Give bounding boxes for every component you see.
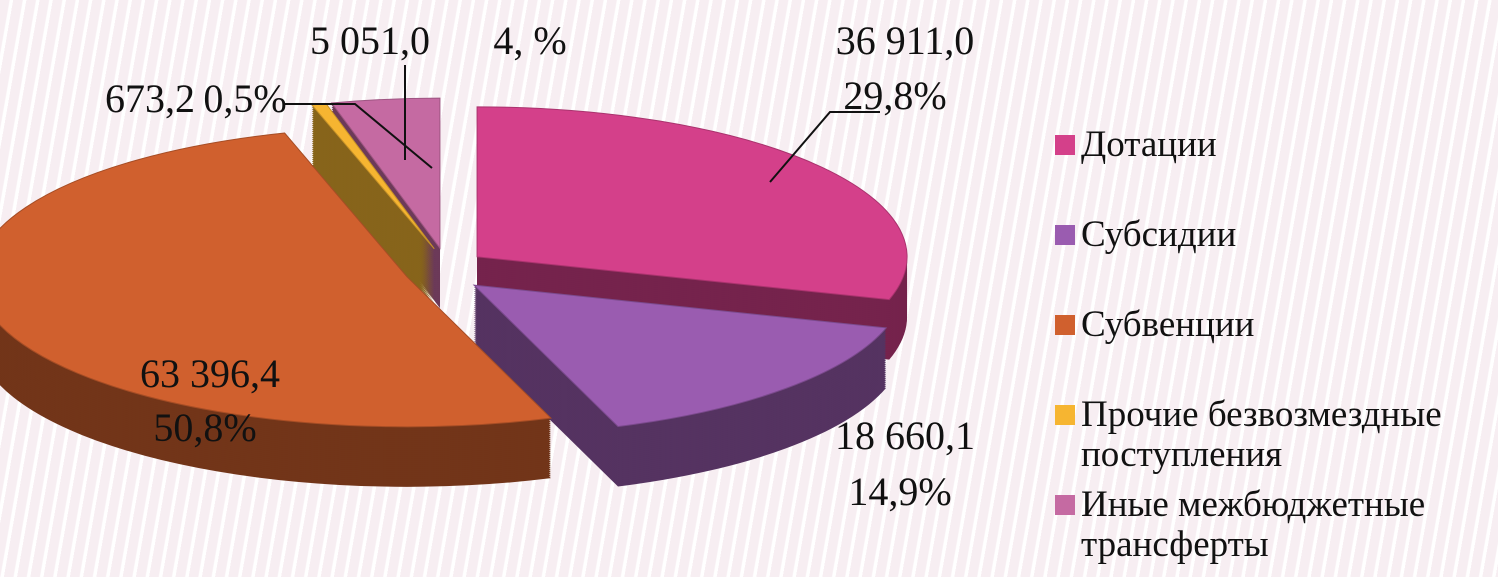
leader-line: [285, 103, 433, 169]
percent-label: 0,5%: [203, 76, 286, 121]
leader-line: [769, 111, 880, 183]
legend-swatch: [1055, 405, 1075, 425]
legend-label: Субвенции: [1081, 304, 1255, 345]
legend-item: Субвенции: [1055, 305, 1495, 345]
slice-side: [311, 121, 435, 267]
value-label: 18 660,1: [835, 413, 975, 458]
value-label: 36 911,0: [836, 18, 975, 63]
legend-item: Иные межбюджетные трансферты: [1055, 485, 1495, 565]
value-label: 673,2: [105, 76, 195, 121]
slice-side: [311, 105, 435, 251]
slice-side: [311, 149, 435, 295]
slice-side: [311, 111, 435, 257]
slice-side: [311, 155, 435, 301]
legend-label: Прочие безвозмездные поступления: [1081, 394, 1442, 475]
percent-label: 4, %: [493, 18, 566, 63]
slice-side: [311, 159, 435, 305]
percent-label: 50,8%: [153, 405, 256, 450]
legend-item: Дотации: [1055, 125, 1495, 165]
slice-side: [311, 139, 435, 285]
slice-side: [311, 115, 435, 261]
slice-side: [311, 109, 435, 255]
slice: [476, 106, 908, 301]
slice-side: [311, 141, 435, 287]
slice-side: [311, 147, 435, 293]
legend-item: Субсидии: [1055, 215, 1495, 255]
slice-side: [311, 151, 435, 297]
slice-side: [311, 157, 435, 303]
slice-side: [311, 161, 435, 307]
value-label: 5 051,0: [310, 18, 430, 63]
slice-side: [311, 145, 435, 291]
chart: 36 911,0 29,8% 18 660,1 14,9% 63 396,4 50,8% 6…: [0, 18, 975, 514]
legend-swatch: [1055, 135, 1075, 155]
slice-side: [311, 107, 435, 253]
legend-swatch: [1055, 225, 1075, 245]
slice-side: [311, 127, 435, 273]
legend-label: Субсидии: [1081, 214, 1237, 255]
legend-swatch: [1055, 495, 1075, 515]
slice-side: [311, 117, 435, 263]
slice-side: [311, 123, 435, 269]
slice-side: [311, 131, 435, 277]
slice-side: [311, 119, 435, 265]
legend-label: Дотации: [1081, 124, 1217, 165]
slice-side: [311, 129, 435, 275]
slice-side: [311, 133, 435, 279]
slice: [472, 284, 888, 428]
slice-side: [311, 143, 435, 289]
value-label: 63 396,4: [140, 351, 280, 396]
percent-label: 14,9%: [848, 469, 951, 514]
slice-side: [311, 113, 435, 259]
legend-label: Иные межбюджетные трансферты: [1081, 484, 1426, 565]
slice-side: [311, 125, 435, 271]
legend-item: Прочие безвозмездные поступления: [1055, 395, 1495, 475]
slice-side: [311, 153, 435, 299]
slice: [0, 132, 553, 428]
slice-side: [311, 135, 435, 281]
percent-label: 29,8%: [843, 73, 946, 118]
legend-swatch: [1055, 315, 1075, 335]
slice-side: [311, 137, 435, 283]
